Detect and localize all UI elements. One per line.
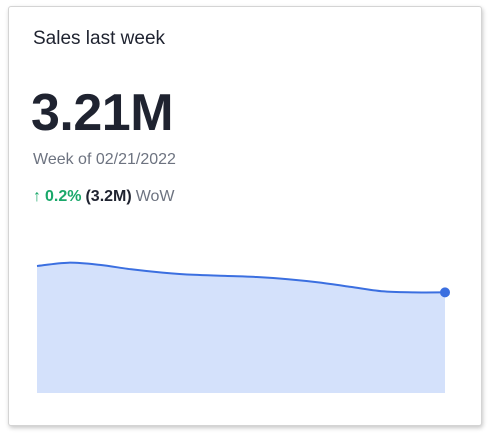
sparkline-area [37, 262, 445, 393]
arrow-up-icon: ↑ [33, 188, 41, 205]
sparkline-line [36, 261, 446, 294]
change-row: ↑ 0.2% (3.2M) WoW [33, 187, 175, 207]
sparkline-chart [36, 261, 450, 393]
change-period-label: WoW [135, 188, 175, 205]
card-title: Sales last week [33, 28, 166, 49]
sparkline-last-point [440, 287, 450, 298]
change-percent: 0.2% [45, 188, 82, 205]
kpi-value: 3.21M [31, 84, 174, 142]
sales-kpi-card: Sales last week 3.21M Week of 02/21/2022… [8, 6, 482, 426]
previous-value: (3.2M) [85, 188, 132, 205]
period-label: Week of 02/21/2022 [33, 151, 176, 168]
